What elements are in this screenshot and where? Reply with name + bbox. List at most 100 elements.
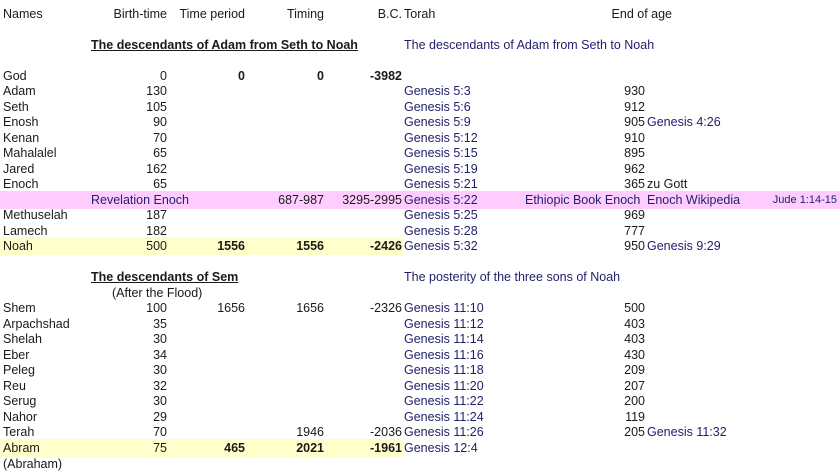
- cell-name: Enosh: [3, 115, 39, 129]
- cell-birth: 75: [153, 441, 167, 455]
- section-title-sem: The descendants of Sem: [91, 270, 239, 284]
- cell-birth: 70: [153, 425, 167, 439]
- cell-birth: 182: [146, 224, 167, 238]
- extra-link[interactable]: Genesis 11:32: [647, 425, 727, 439]
- table-row-shem: Shem 100 1656 1656 -2326 Genesis 11:10 5…: [0, 299, 840, 317]
- torah-link[interactable]: Genesis 11:16: [404, 348, 484, 362]
- cell-bc: -3982: [370, 69, 402, 83]
- cell-birth: 130: [146, 84, 167, 98]
- cell-bc: -2426: [370, 239, 402, 253]
- cell-end-of-age: 950: [624, 239, 645, 253]
- cell-name-note: (Abraham): [3, 457, 63, 471]
- table-row-serug: Serug 30 Genesis 11:22 200: [0, 392, 840, 410]
- torah-link[interactable]: Genesis 11:22: [404, 394, 484, 408]
- section-subtitle: (After the Flood): [112, 286, 203, 300]
- header-end-of-age: End of age: [611, 7, 672, 21]
- table-row-terah: Terah 70 1946 -2036 Genesis 11:26 205 Ge…: [0, 423, 840, 441]
- cell-period: 465: [224, 441, 245, 455]
- cell-end-of-age: 403: [624, 317, 645, 331]
- cell-end-of-age: 207: [624, 379, 645, 393]
- cell-end-of-age: 895: [624, 146, 645, 160]
- cell-end-of-age: 910: [624, 131, 645, 145]
- cell-end-of-age: 969: [624, 208, 645, 222]
- enoch-wikipedia-link[interactable]: Enoch Wikipedia: [647, 193, 741, 207]
- header-birth-time: Birth-time: [113, 7, 167, 21]
- cell-birth: 32: [153, 379, 167, 393]
- extra-link[interactable]: Genesis 9:29: [647, 239, 721, 253]
- cell-birth: 65: [153, 177, 167, 191]
- torah-link[interactable]: Genesis 11:18: [404, 363, 484, 377]
- cell-name: Adam: [3, 84, 36, 98]
- cell-timing: 1946: [296, 425, 324, 439]
- cell-end-of-age: 905: [624, 115, 645, 129]
- cell-name: Arpachshad: [3, 317, 70, 331]
- extra-link[interactable]: Genesis 4:26: [647, 115, 721, 129]
- cell-end-of-age: 205: [624, 425, 645, 439]
- table-row-arpachshad: Arpachshad 35 Genesis 11:12 403: [0, 315, 840, 333]
- cell-birth: 187: [146, 208, 167, 222]
- torah-link[interactable]: Genesis 11:14: [404, 332, 484, 346]
- cell-birth: 65: [153, 146, 167, 160]
- cell-name: Eber: [3, 348, 30, 362]
- pink-highlight: [0, 191, 840, 209]
- table-row-abram: Abram 75 465 2021 -1961 Genesis 12:4: [0, 439, 840, 457]
- cell-end-of-age: 403: [624, 332, 645, 346]
- torah-link[interactable]: Genesis 5:6: [404, 100, 471, 114]
- cell-end-of-age: 119: [625, 410, 645, 424]
- torah-link-adam-noah[interactable]: The descendants of Adam from Seth to Noa…: [404, 38, 655, 52]
- cell-name: Terah: [3, 425, 35, 439]
- cell-name: Abram: [3, 441, 40, 455]
- jude-link[interactable]: Jude 1:14-15: [772, 194, 837, 206]
- table-row-revelation-enoch: Revelation Enoch 687-987 3295-2995 Genes…: [0, 191, 840, 209]
- ethiopic-book-enoch-link[interactable]: Ethiopic Book Enoch: [525, 193, 641, 207]
- torah-link[interactable]: Genesis 5:9: [404, 115, 471, 129]
- header-time-period: Time period: [179, 7, 245, 21]
- torah-link[interactable]: Genesis 5:22: [404, 193, 478, 207]
- table-row-abraham-note: (Abraham): [0, 455, 840, 473]
- cell-note: zu Gott: [647, 177, 688, 191]
- torah-link[interactable]: Genesis 5:28: [404, 224, 478, 238]
- cell-period: 1556: [217, 239, 245, 253]
- table-row-methuselah: Methuselah 187 Genesis 5:25 969: [0, 206, 840, 224]
- torah-link[interactable]: Genesis 5:32: [404, 239, 478, 253]
- cell-birth: 30: [153, 394, 167, 408]
- cell-period: 1656: [217, 301, 245, 315]
- table-row-seth: Seth 105 Genesis 5:6 912: [0, 98, 840, 116]
- cell-timing: 1556: [296, 239, 324, 253]
- yellow-highlight: [0, 439, 403, 457]
- header-torah: Torah: [404, 7, 436, 21]
- torah-link[interactable]: Genesis 5:3: [404, 84, 471, 98]
- table-row-adam: Adam 130 Genesis 5:3 930: [0, 82, 840, 100]
- cell-name: Shem: [3, 301, 36, 315]
- torah-link-sons-of-noah[interactable]: The posterity of the three sons of Noah: [404, 270, 621, 284]
- cell-timing: 687-987: [278, 193, 324, 207]
- torah-link[interactable]: Genesis 11:12: [404, 317, 484, 331]
- cell-timing: 1656: [296, 301, 324, 315]
- cell-name: God: [3, 69, 27, 83]
- torah-link[interactable]: Genesis 12:4: [404, 441, 478, 455]
- torah-link[interactable]: Genesis 5:15: [404, 146, 478, 160]
- cell-birth: 29: [153, 410, 167, 424]
- torah-link[interactable]: Genesis 5:19: [404, 162, 478, 176]
- cell-name: Enoch: [3, 177, 39, 191]
- revelation-enoch-link[interactable]: Revelation Enoch: [91, 193, 189, 207]
- torah-link[interactable]: Genesis 11:26: [404, 425, 484, 439]
- torah-link[interactable]: Genesis 11:24: [404, 410, 484, 424]
- cell-name: Kenan: [3, 131, 40, 145]
- cell-name: Nahor: [3, 410, 38, 424]
- torah-link[interactable]: Genesis 11:10: [404, 301, 484, 315]
- cell-name: Serug: [3, 394, 37, 408]
- section-title-row: The descendants of Adam from Seth to Noa…: [0, 36, 840, 54]
- column-header-row: Names Birth-time Time period Timing B.C.…: [0, 5, 840, 23]
- table-row-enosh: Enosh 90 Genesis 5:9 905 Genesis 4:26: [0, 113, 840, 131]
- torah-link[interactable]: Genesis 5:25: [404, 208, 478, 222]
- cell-birth: 90: [153, 115, 167, 129]
- torah-link[interactable]: Genesis 5:21: [404, 177, 478, 191]
- torah-link[interactable]: Genesis 11:20: [404, 379, 484, 393]
- cell-name: Peleg: [3, 363, 35, 377]
- table-row-god: God 0 0 0 -3982: [0, 67, 840, 85]
- cell-end-of-age: 962: [624, 162, 645, 176]
- table-row-jared: Jared 162 Genesis 5:19 962: [0, 160, 840, 178]
- torah-link[interactable]: Genesis 5:12: [404, 131, 478, 145]
- cell-name: Reu: [3, 379, 26, 393]
